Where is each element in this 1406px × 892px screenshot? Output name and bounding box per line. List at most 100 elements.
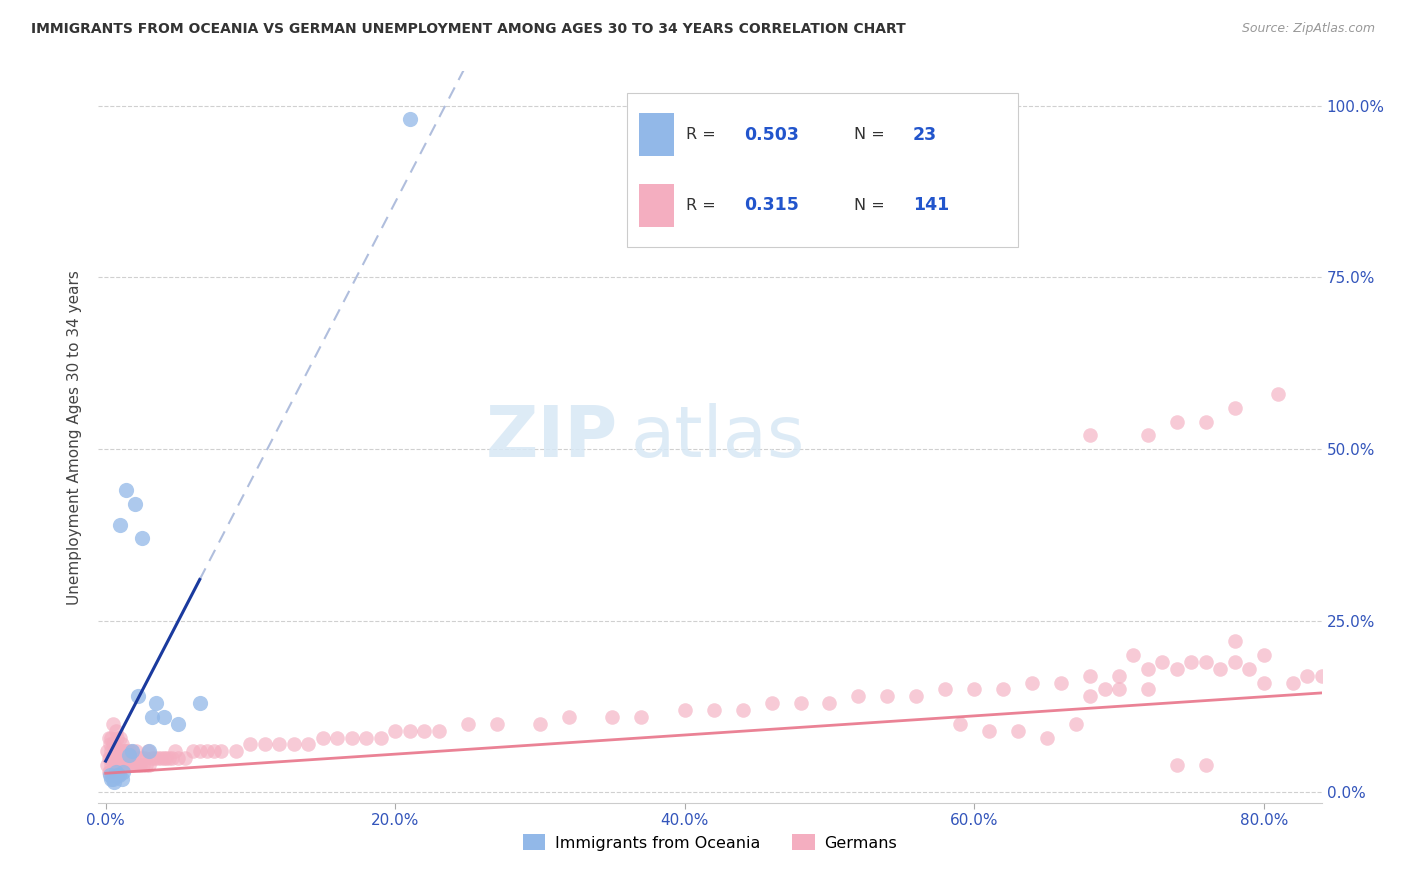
Point bbox=[101, 716, 124, 731]
Point bbox=[1007, 723, 1029, 738]
Point bbox=[202, 744, 225, 758]
Point bbox=[115, 483, 138, 498]
Point bbox=[354, 731, 377, 745]
Point bbox=[1078, 428, 1101, 442]
Point bbox=[112, 744, 135, 758]
Point bbox=[165, 744, 187, 758]
Point bbox=[283, 738, 305, 752]
Point bbox=[630, 710, 652, 724]
Text: R =: R = bbox=[686, 198, 720, 213]
FancyBboxPatch shape bbox=[638, 113, 673, 156]
Point bbox=[145, 696, 167, 710]
Point bbox=[211, 744, 233, 758]
Point bbox=[239, 738, 262, 752]
Text: N =: N = bbox=[853, 198, 890, 213]
Point bbox=[101, 764, 124, 779]
Point bbox=[427, 723, 450, 738]
Legend: Immigrants from Oceania, Germans: Immigrants from Oceania, Germans bbox=[516, 828, 904, 857]
Point bbox=[110, 772, 132, 786]
Point bbox=[398, 723, 420, 738]
Point bbox=[108, 758, 131, 772]
Point bbox=[1136, 682, 1159, 697]
Point bbox=[1166, 758, 1188, 772]
Point bbox=[120, 758, 142, 772]
Point bbox=[118, 758, 141, 772]
Point bbox=[104, 758, 127, 772]
Point bbox=[97, 731, 120, 745]
Point bbox=[398, 112, 420, 127]
Point bbox=[152, 710, 174, 724]
Point bbox=[1050, 675, 1073, 690]
Point bbox=[761, 696, 783, 710]
Point bbox=[1078, 690, 1101, 704]
Point bbox=[98, 738, 121, 752]
Point bbox=[789, 696, 811, 710]
Point bbox=[818, 696, 841, 710]
Point bbox=[103, 758, 125, 772]
Point bbox=[100, 744, 122, 758]
Point bbox=[101, 751, 124, 765]
Point bbox=[131, 532, 153, 546]
Point bbox=[934, 682, 956, 697]
Point bbox=[1296, 669, 1319, 683]
Point bbox=[225, 744, 247, 758]
Point bbox=[121, 758, 143, 772]
Point bbox=[1281, 675, 1303, 690]
Point bbox=[112, 758, 135, 772]
Point bbox=[1209, 662, 1232, 676]
Point bbox=[122, 758, 145, 772]
Point bbox=[127, 690, 149, 704]
Point bbox=[115, 758, 138, 772]
Point bbox=[529, 716, 551, 731]
Text: Source: ZipAtlas.com: Source: ZipAtlas.com bbox=[1241, 22, 1375, 36]
Point bbox=[138, 744, 160, 758]
Point bbox=[96, 744, 118, 758]
Point bbox=[188, 696, 211, 710]
Point bbox=[1223, 401, 1246, 415]
Point bbox=[114, 744, 136, 758]
Point bbox=[905, 690, 928, 704]
Point bbox=[131, 751, 153, 765]
Point bbox=[731, 703, 754, 717]
Point bbox=[949, 716, 972, 731]
Point bbox=[115, 744, 138, 758]
Text: 23: 23 bbox=[912, 126, 936, 144]
Point bbox=[107, 758, 129, 772]
Point bbox=[108, 744, 131, 758]
Point bbox=[114, 758, 136, 772]
Point bbox=[1195, 655, 1218, 669]
Text: IMMIGRANTS FROM OCEANIA VS GERMAN UNEMPLOYMENT AMONG AGES 30 TO 34 YEARS CORRELA: IMMIGRANTS FROM OCEANIA VS GERMAN UNEMPL… bbox=[31, 22, 905, 37]
Point bbox=[297, 738, 319, 752]
Point bbox=[135, 758, 157, 772]
Text: N =: N = bbox=[853, 128, 890, 143]
Point bbox=[1239, 662, 1261, 676]
Point bbox=[1267, 387, 1289, 401]
Point bbox=[1094, 682, 1116, 697]
Point bbox=[104, 723, 127, 738]
Point bbox=[98, 768, 121, 782]
Point bbox=[100, 731, 122, 745]
Point bbox=[117, 758, 139, 772]
FancyBboxPatch shape bbox=[638, 184, 673, 227]
Point bbox=[124, 758, 146, 772]
Point bbox=[1021, 675, 1043, 690]
Point bbox=[117, 744, 139, 758]
Point bbox=[155, 751, 177, 765]
Point bbox=[108, 517, 131, 532]
Point bbox=[105, 768, 128, 782]
Point bbox=[703, 703, 725, 717]
Point bbox=[1108, 682, 1130, 697]
Point bbox=[1166, 662, 1188, 676]
Point bbox=[1310, 669, 1333, 683]
Point bbox=[1223, 655, 1246, 669]
Point bbox=[152, 751, 174, 765]
Point bbox=[103, 775, 125, 789]
Point bbox=[1195, 758, 1218, 772]
Point bbox=[105, 731, 128, 745]
Point bbox=[129, 758, 152, 772]
Point bbox=[167, 716, 190, 731]
Point bbox=[384, 723, 406, 738]
Point bbox=[110, 758, 132, 772]
Point bbox=[100, 772, 122, 786]
Point bbox=[134, 751, 156, 765]
